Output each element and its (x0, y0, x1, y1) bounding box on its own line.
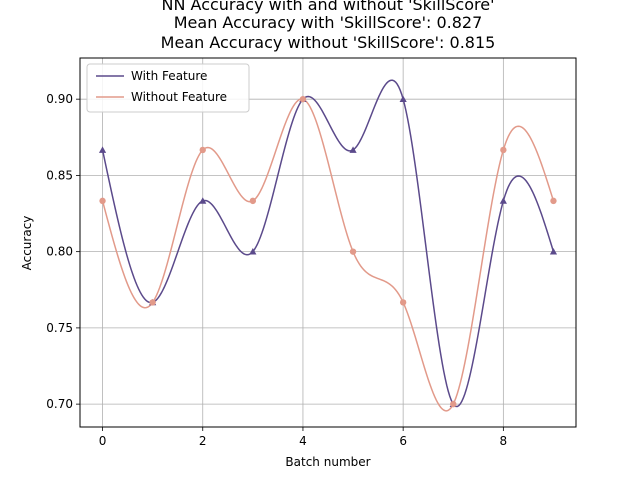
data-point-with-feature (499, 197, 507, 204)
plot-frame (79, 57, 577, 428)
x-axis-label: Batch number (285, 455, 370, 469)
data-point-without-feature (99, 197, 106, 205)
series-markers (98, 95, 558, 408)
data-point-with-feature (399, 95, 407, 103)
axis-ticks: 0 2 4 6 8 0.70 0.75 0.80 0.85 0.90 (46, 92, 507, 448)
data-point-with-feature (98, 146, 107, 153)
chart-title-line-1: NN Accuracy with and without 'SkillScore… (162, 0, 495, 14)
x-tick-label: 0 (99, 434, 107, 448)
y-tick-label: 0.70 (46, 397, 73, 411)
x-tick-label: 2 (199, 434, 207, 448)
y-tick-label: 0.75 (46, 321, 73, 335)
legend-box (86, 63, 250, 113)
legend-label-with-feature: With Feature (131, 69, 207, 83)
y-tick-label: 0.85 (46, 168, 73, 182)
legend-label-without-feature: Without Feature (131, 90, 227, 104)
data-point-without-feature (299, 95, 307, 103)
x-tick-label: 6 (399, 434, 407, 448)
y-tick-label: 0.90 (46, 92, 73, 106)
chart-title-line-2: Mean Accuracy with 'SkillScore': 0.827 (174, 13, 483, 32)
data-point-without-feature (149, 299, 156, 306)
chart-title-line-3: Mean Accuracy without 'SkillScore': 0.81… (161, 33, 496, 52)
x-tick-label: 4 (299, 434, 307, 448)
data-point-without-feature (349, 248, 357, 255)
data-point-with-feature (349, 146, 357, 153)
series-line-with-feature (101, 79, 555, 408)
data-point-without-feature (399, 299, 407, 306)
y-tick-label: 0.80 (46, 245, 73, 259)
data-point-with-feature (199, 197, 207, 204)
data-point-without-feature (500, 146, 507, 154)
y-axis-label: Accuracy (20, 216, 34, 271)
series-line-without-feature (101, 98, 555, 412)
x-tick-label: 8 (500, 434, 508, 448)
data-point-without-feature (199, 146, 206, 154)
legend: With Feature Without Feature (86, 63, 250, 113)
data-point-without-feature (450, 400, 457, 408)
data-point-with-feature (549, 248, 558, 255)
data-point-without-feature (249, 197, 257, 205)
grid-lines (80, 58, 576, 427)
data-point-with-feature (249, 248, 257, 255)
series-lines (101, 79, 555, 412)
data-point-without-feature (550, 197, 557, 205)
